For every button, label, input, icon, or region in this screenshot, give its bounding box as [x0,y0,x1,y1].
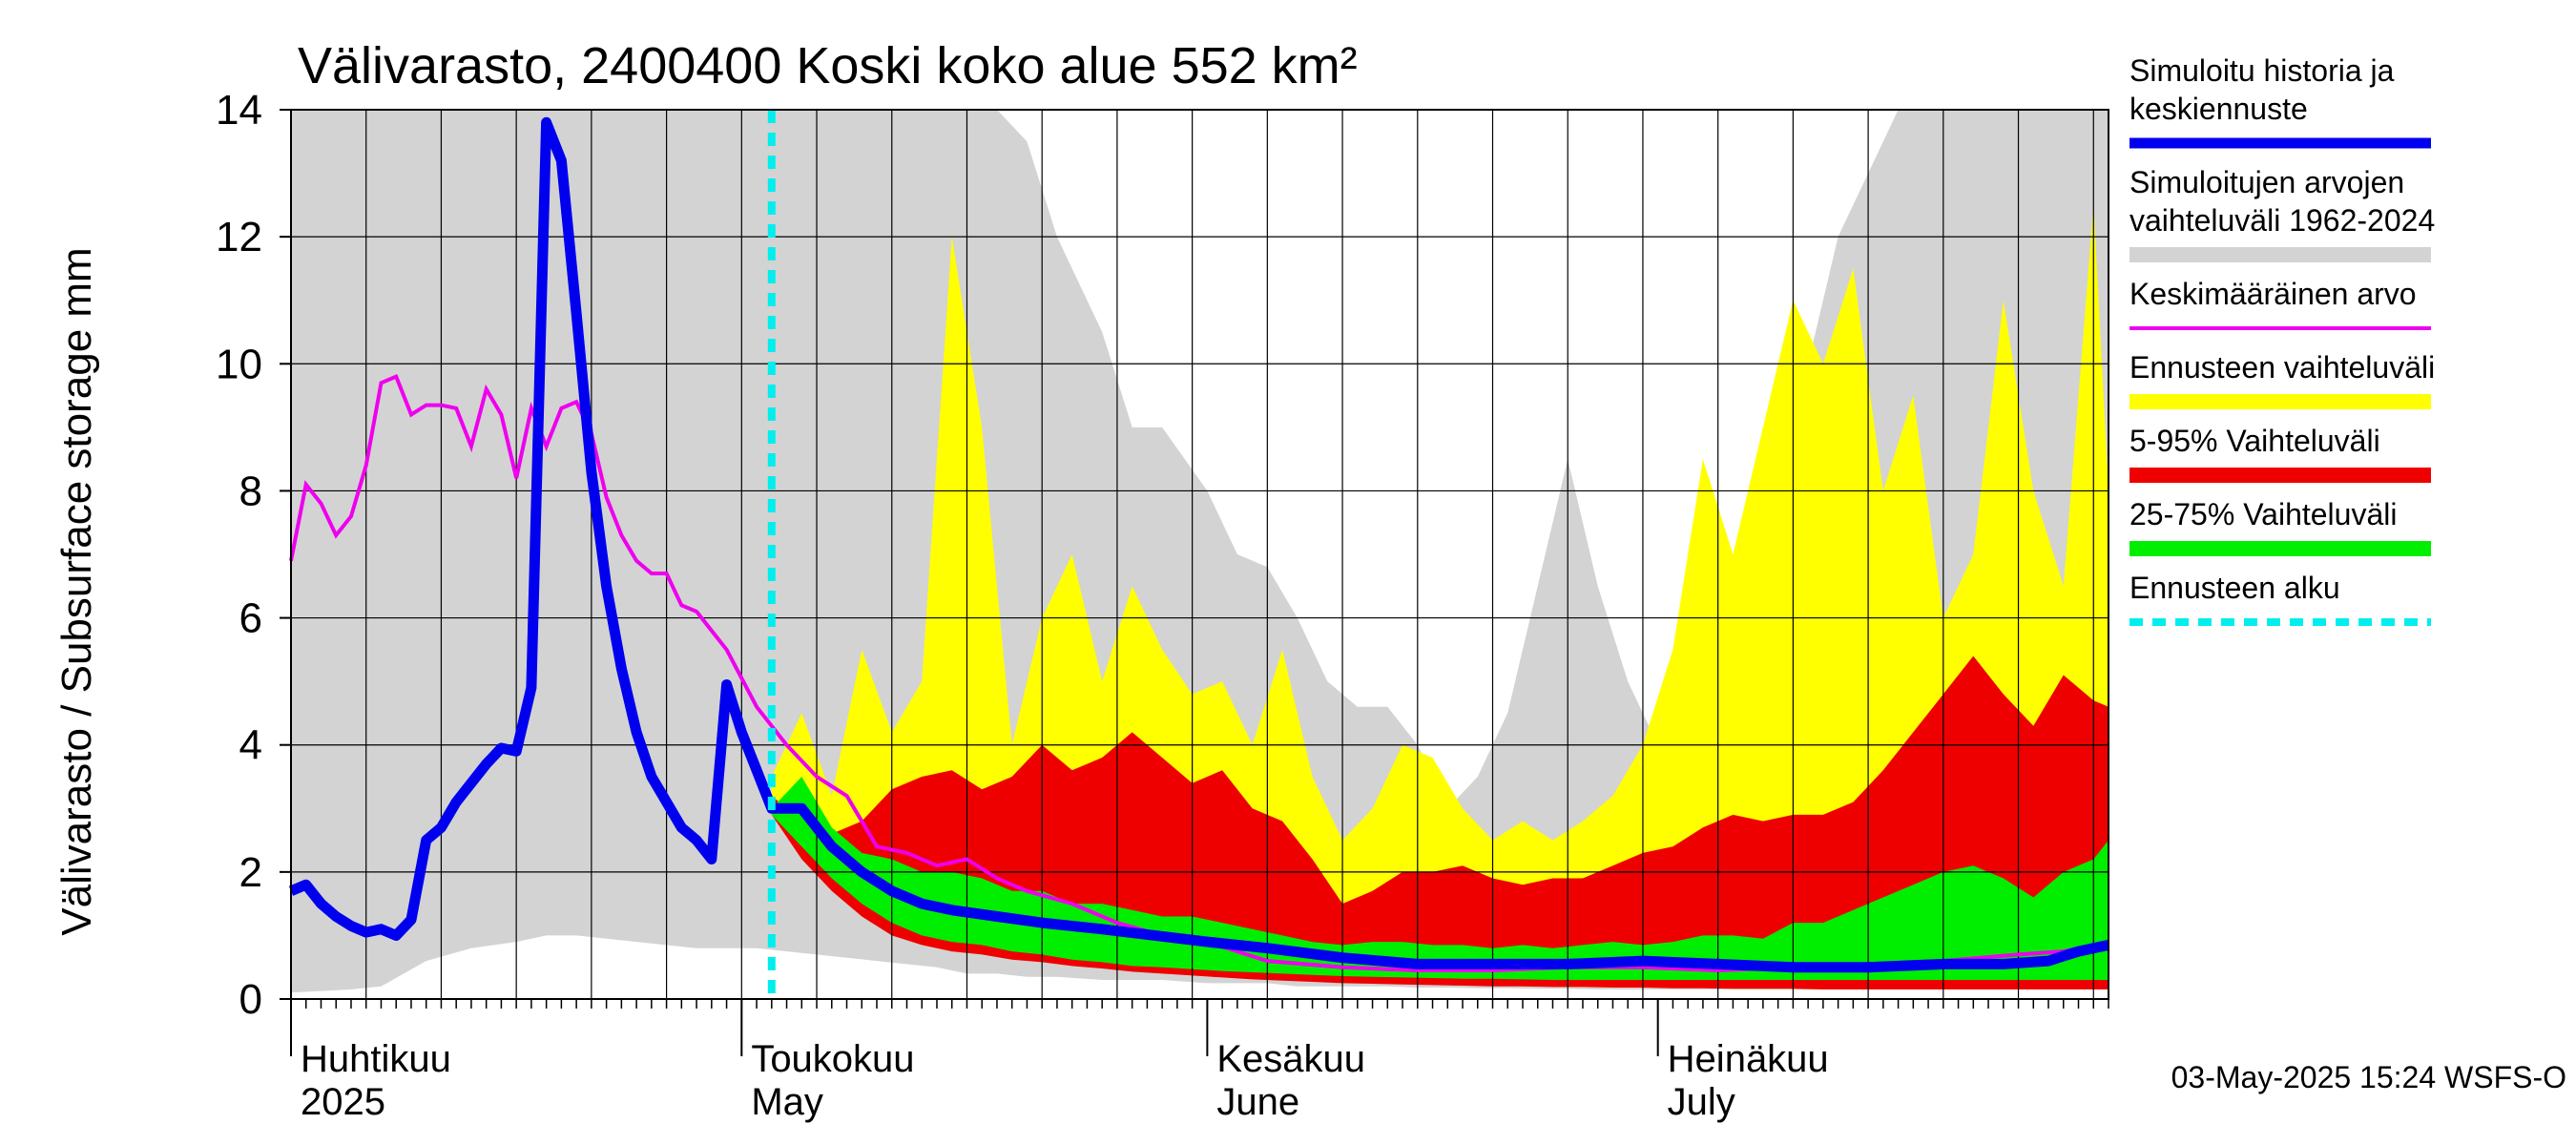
y-tick-label: 8 [239,468,262,514]
y-tick-label: 4 [239,722,262,769]
y-tick-label: 14 [216,87,262,134]
legend: Simuloitu historia ja keskiennuste Simuloi… [2129,53,2435,626]
legend-label: Simuloitujen arvojen [2129,165,2404,199]
mean-line [289,373,2109,973]
chart-title: Välivarasto, 2400400 Koski koko alue 552… [298,37,1358,94]
legend-label: Simuloitu historia ja [2129,53,2395,88]
y-tick-label: 12 [216,214,262,260]
grid [291,110,2109,999]
plot-frame [290,109,2109,1000]
month-label-en: June [1216,1081,1299,1123]
legend-label: vaihteluväli 1962-2024 [2129,203,2435,238]
legend-label: 25-75% Vaihteluväli [2129,497,2397,531]
y-tick-label: 6 [239,595,262,642]
month-label-fi: Kesäkuu [1216,1038,1365,1080]
month-label-fi: Toukokuu [751,1038,914,1080]
y-axis-label: Välivarasto / Subsurface storage mm [53,247,100,935]
month-label-fi: Huhtikuu [301,1038,451,1080]
month-label-en: July [1668,1081,1735,1123]
simulated-line [288,116,2110,973]
y-tick-label: 2 [239,849,262,896]
plot-area [288,110,2110,1002]
legend-label: 5-95% Vaihteluväli [2129,424,2380,458]
legend-label: keskiennuste [2129,92,2308,126]
legend-label: Ennusteen alku [2129,571,2340,605]
legend-label: Keskimääräinen arvo [2129,277,2417,311]
legend-label: Ennusteen vaihteluväli [2129,350,2435,385]
month-label-fi: Heinäkuu [1668,1038,1829,1080]
y-tick-label: 10 [216,341,262,387]
month-label-en: 2025 [301,1081,385,1123]
footer-timestamp: 03-May-2025 15:24 WSFS-O [2171,1060,2566,1094]
month-label-en: May [751,1081,823,1123]
y-tick-label: 0 [239,976,262,1023]
